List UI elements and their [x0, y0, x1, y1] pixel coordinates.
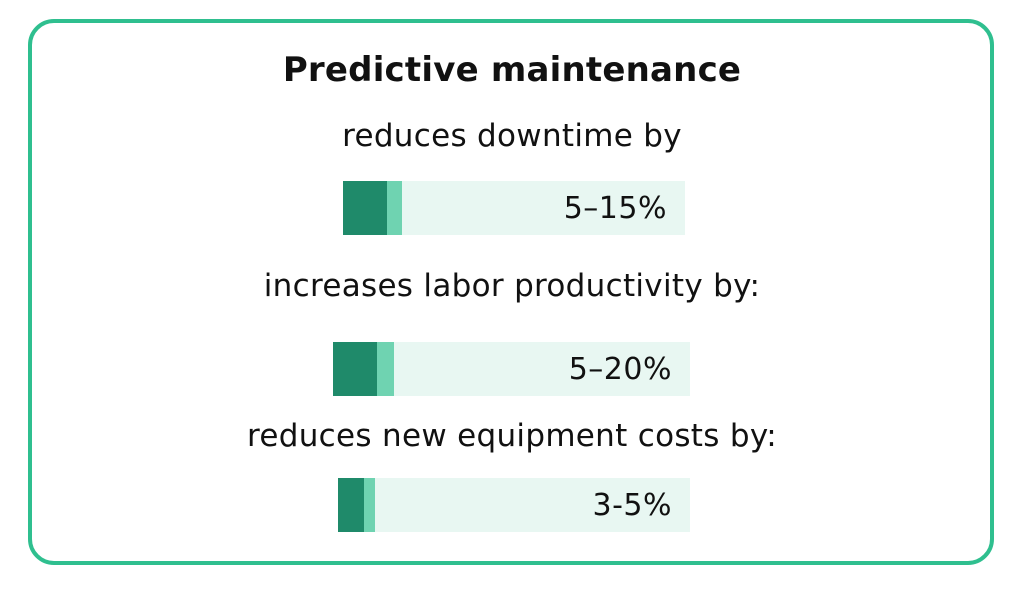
bar-track: 5–20%: [333, 342, 690, 396]
bar-low: [333, 342, 377, 396]
category-label: reduces new equipment costs by:: [247, 418, 777, 454]
value-label: 3-5%: [592, 487, 672, 523]
bar-low: [338, 478, 365, 532]
category-label: reduces downtime by: [342, 118, 682, 154]
bar-low: [343, 181, 387, 235]
value-label: 5–15%: [563, 190, 667, 226]
bar-track: 5–15%: [343, 181, 685, 235]
bar-track: 3-5%: [338, 478, 690, 532]
card-frame: [28, 19, 994, 565]
chart-title: Predictive maintenance: [282, 50, 742, 90]
value-label: 5–20%: [568, 351, 672, 387]
category-label: increases labor productivity by:: [263, 268, 761, 304]
